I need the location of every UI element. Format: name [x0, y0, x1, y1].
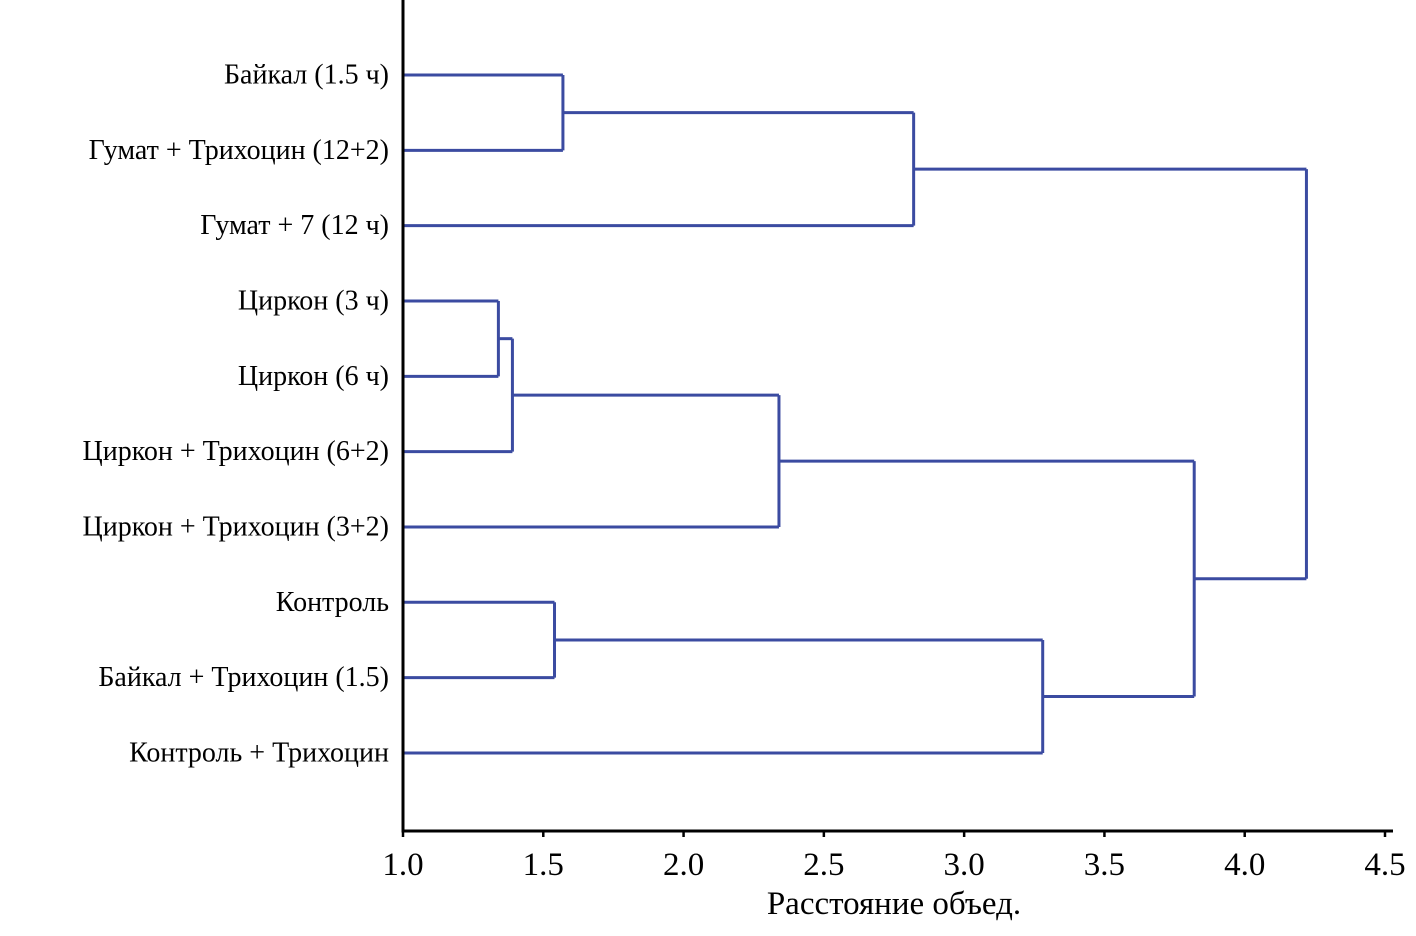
leaf-label: Циркон (3 ч): [238, 285, 389, 316]
x-axis-label: Расстояние объед.: [766, 886, 1022, 922]
leaf-label: Байкал + Трихоцин (1.5): [98, 662, 389, 693]
leaf-label: Циркон + Трихоцин (6+2): [82, 436, 389, 467]
leaf-label: Циркон (6 ч): [238, 361, 389, 392]
x-tick-label: 2.5: [803, 847, 844, 883]
x-tick-label: 4.5: [1364, 847, 1405, 883]
x-tick-label: 1.5: [523, 847, 564, 883]
leaf-label: Гумат + Трихоцин (12+2): [89, 135, 389, 166]
x-tick-label: 1.0: [382, 847, 423, 883]
x-tick-label: 3.0: [944, 847, 985, 883]
x-tick-label: 4.0: [1224, 847, 1265, 883]
leaf-label: Контроль: [276, 587, 389, 618]
leaf-label: Гумат + 7 (12 ч): [200, 210, 389, 241]
leaf-label: Циркон + Трихоцин (3+2): [82, 511, 389, 542]
leaf-label: Байкал (1.5 ч): [224, 60, 389, 91]
x-tick-label: 3.5: [1084, 847, 1125, 883]
x-tick-label: 2.0: [663, 847, 704, 883]
leaf-label: Контроль + Трихоцин: [129, 737, 389, 768]
